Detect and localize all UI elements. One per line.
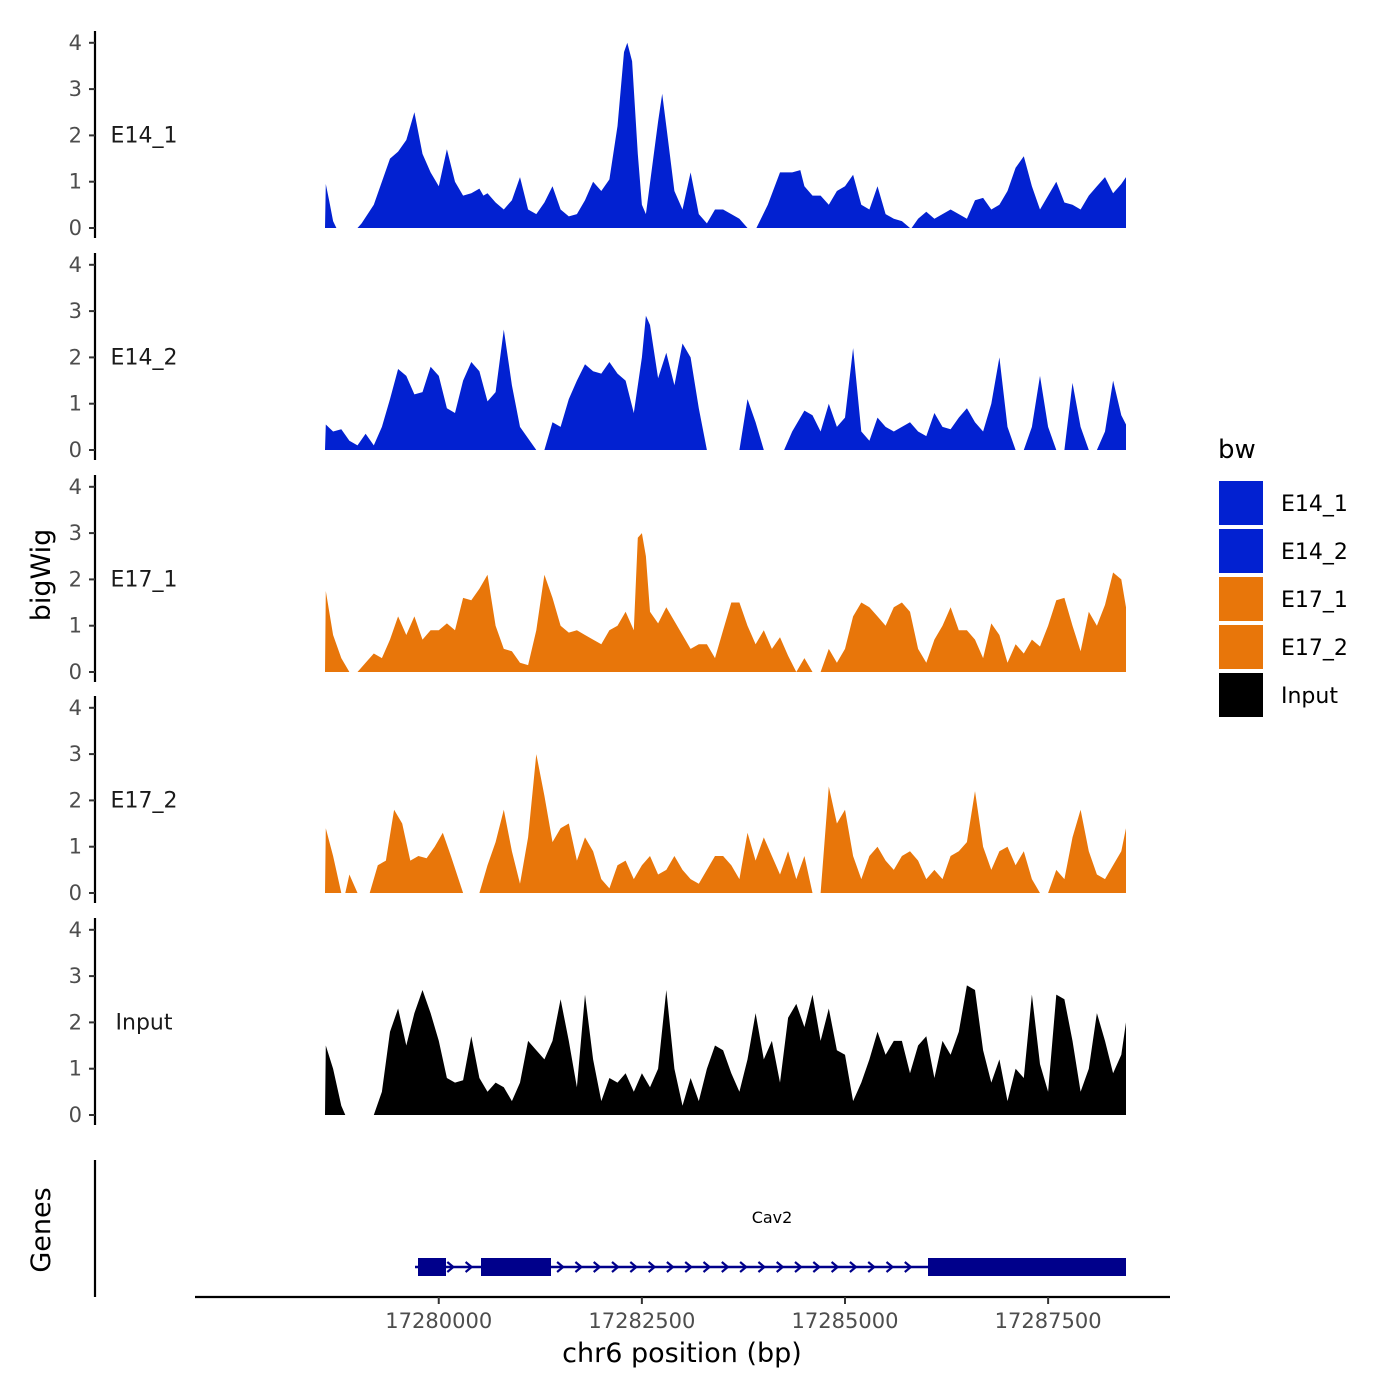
y-tick-label: 4 — [69, 475, 82, 499]
y-tick-label: 4 — [69, 31, 82, 55]
strand-arrow — [464, 1261, 474, 1273]
coverage-tracks: 0 1 2 3 4 E14_1 0 1 2 3 4 E14_2 0 1 2 3 4 E17_1 0 1 2 3 4 E17_2… — [69, 31, 1126, 1127]
legend-label: E17_2 — [1281, 636, 1348, 661]
legend-label: E14_1 — [1281, 492, 1348, 517]
y-tick-label: 3 — [69, 964, 82, 988]
track-E17_1: 0 1 2 3 4 E17_1 — [69, 475, 1126, 684]
strand-arrow — [849, 1261, 858, 1273]
legend-label: Input — [1281, 684, 1338, 709]
coverage-area — [325, 985, 1126, 1115]
legend-items: E14_1 E14_2 E17_1 E17_2 Input — [1217, 479, 1348, 719]
y-tick-label: 4 — [69, 918, 82, 942]
coverage-area — [325, 533, 1126, 672]
track-label: E14_2 — [111, 345, 178, 370]
genes-axis-title: Genes — [26, 1187, 57, 1272]
track-E17_2: 0 1 2 3 4 E17_2 — [69, 696, 1126, 905]
y-tick-label: 3 — [69, 521, 82, 545]
legend: bw E14_1 E14_2 E17_1 E17_2 Input — [1217, 435, 1348, 719]
strand-arrow — [721, 1261, 730, 1273]
y-tick-label: 0 — [69, 660, 82, 684]
genes-track: Cav2 — [93, 1160, 1126, 1297]
y-tick-label: 1 — [69, 392, 82, 416]
strand-arrow — [775, 1261, 785, 1273]
y-tick-label: 0 — [69, 216, 82, 240]
exon — [928, 1258, 1126, 1276]
strand-arrow — [757, 1261, 767, 1273]
y-tick-label: 2 — [69, 567, 82, 591]
x-tick-label: 17282500 — [588, 1309, 695, 1333]
legend-swatch — [1217, 527, 1265, 575]
y-tick-label: 3 — [69, 299, 82, 323]
strand-arrow — [739, 1261, 748, 1273]
track-label: E14_1 — [111, 123, 178, 148]
x-tick-label: 17285000 — [792, 1309, 899, 1333]
y-tick-label: 1 — [69, 614, 82, 638]
y-axis-title: bigWig — [26, 529, 57, 622]
strand-arrow — [684, 1261, 693, 1273]
track-label: E17_2 — [111, 788, 178, 813]
strand-arrow — [611, 1261, 620, 1273]
y-tick-label: 0 — [69, 438, 82, 462]
legend-item-E17_1: E17_1 — [1217, 575, 1348, 623]
strand-arrow — [904, 1261, 913, 1273]
y-tick-label: 3 — [69, 77, 82, 101]
strand-arrow — [867, 1261, 876, 1273]
legend-item-E17_2: E17_2 — [1217, 623, 1348, 671]
exon — [418, 1258, 446, 1276]
track-Input: 0 1 2 3 4 Input — [69, 918, 1126, 1127]
exon — [481, 1258, 551, 1276]
y-tick-label: 1 — [69, 170, 82, 194]
coverage-area — [325, 42, 1126, 228]
y-tick-label: 4 — [69, 696, 82, 720]
legend-label: E17_1 — [1281, 588, 1348, 613]
strand-arrow — [629, 1261, 639, 1273]
strand-arrow — [666, 1261, 675, 1273]
legend-title: bw — [1218, 435, 1256, 465]
coverage-area — [325, 285, 1126, 450]
x-axis: 17280000 17282500 17285000 17287500 — [195, 1295, 1170, 1333]
strand-arrow — [702, 1261, 712, 1273]
legend-swatch — [1217, 671, 1265, 719]
track-label: Input — [116, 1010, 173, 1035]
strand-arrow — [794, 1261, 803, 1273]
track-label: E17_1 — [111, 567, 178, 592]
legend-swatch — [1217, 575, 1265, 623]
legend-item-E14_1: E14_1 — [1217, 479, 1348, 527]
legend-label: E14_2 — [1281, 540, 1348, 565]
strand-arrow — [830, 1261, 840, 1273]
y-tick-label: 1 — [69, 835, 82, 859]
track-E14_2: 0 1 2 3 4 E14_2 — [69, 253, 1126, 462]
strand-arrow — [812, 1261, 822, 1273]
strand-arrow — [446, 1261, 456, 1273]
y-tick-label: 2 — [69, 788, 82, 812]
coverage-area — [325, 754, 1126, 893]
legend-item-E14_2: E14_2 — [1217, 527, 1348, 575]
y-tick-label: 0 — [69, 881, 82, 905]
y-tick-label: 0 — [69, 1103, 82, 1127]
y-tick-label: 3 — [69, 742, 82, 766]
legend-item-Input: Input — [1217, 671, 1338, 719]
gene-name-label: Cav2 — [752, 1208, 793, 1227]
strand-arrow — [574, 1261, 584, 1273]
x-tick-label: 17280000 — [385, 1309, 492, 1333]
track-E14_1: 0 1 2 3 4 E14_1 — [69, 31, 1126, 240]
x-axis-title: chr6 position (bp) — [562, 1338, 802, 1369]
x-tick-label: 17287500 — [995, 1309, 1102, 1333]
strand-arrow — [556, 1261, 565, 1273]
y-tick-label: 1 — [69, 1057, 82, 1081]
y-tick-label: 2 — [69, 123, 82, 147]
strand-arrow — [647, 1261, 657, 1273]
legend-swatch — [1217, 623, 1265, 671]
legend-swatch — [1217, 479, 1265, 527]
y-tick-label: 2 — [69, 345, 82, 369]
strand-arrow — [592, 1261, 602, 1273]
y-tick-label: 2 — [69, 1010, 82, 1034]
strand-arrow — [885, 1261, 895, 1273]
y-tick-label: 4 — [69, 253, 82, 277]
